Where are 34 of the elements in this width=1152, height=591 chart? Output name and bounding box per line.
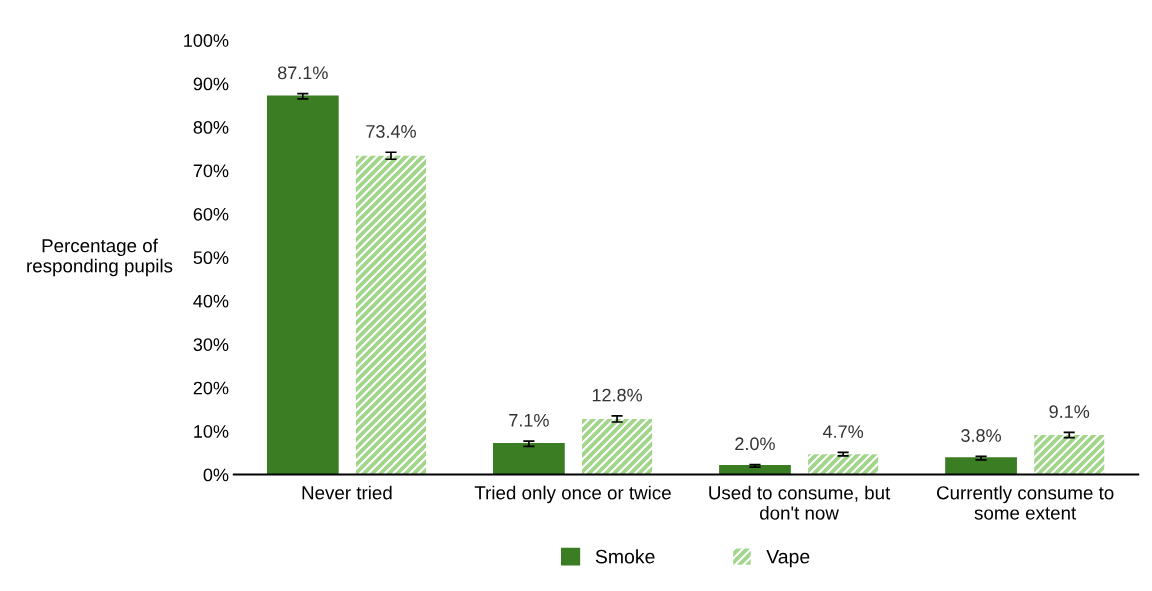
data-label: 87.1% xyxy=(278,66,328,80)
bar xyxy=(582,418,653,475)
x-tick-label: Used to consume, but don't now xyxy=(709,485,891,520)
data-label: 9.1% xyxy=(1049,405,1090,419)
bar xyxy=(493,442,565,475)
y-tick-label: 40% xyxy=(193,294,229,308)
bar xyxy=(808,454,879,475)
bar xyxy=(1034,435,1105,475)
y-tick-label: 100% xyxy=(184,34,229,47)
y-tick-label: 10% xyxy=(194,425,229,438)
x-tick-label: Currently consume to some extent xyxy=(936,485,1114,520)
y-tick-label: 0% xyxy=(203,468,229,482)
y-tick-label: 70% xyxy=(193,164,229,178)
bar xyxy=(945,457,1017,475)
x-tick-label: Never tried xyxy=(302,485,392,500)
bar xyxy=(719,465,791,475)
data-label: 12.8% xyxy=(592,388,643,402)
y-tick-label: 30% xyxy=(193,338,229,351)
y-tick-label: 80% xyxy=(193,121,229,134)
data-label: 4.7% xyxy=(822,425,864,438)
data-label: 3.8% xyxy=(961,429,1001,442)
bar xyxy=(355,155,427,475)
x-tick-label: Tried only once or twice xyxy=(474,485,671,504)
legend-label: Vape xyxy=(766,549,810,568)
y-tick-label: 20% xyxy=(193,381,229,395)
bar xyxy=(266,95,339,475)
y-tick-label: 90% xyxy=(193,77,229,91)
y-tick-label: 50% xyxy=(193,251,229,265)
data-label: 73.4% xyxy=(366,125,416,138)
y-tick-label: 60% xyxy=(193,207,229,221)
y-axis-title: Percentage of responding pupils xyxy=(27,238,173,277)
legend-label: Smoke xyxy=(595,549,655,564)
data-label: 2.0% xyxy=(735,437,775,451)
data-label: 7.1% xyxy=(509,413,549,427)
